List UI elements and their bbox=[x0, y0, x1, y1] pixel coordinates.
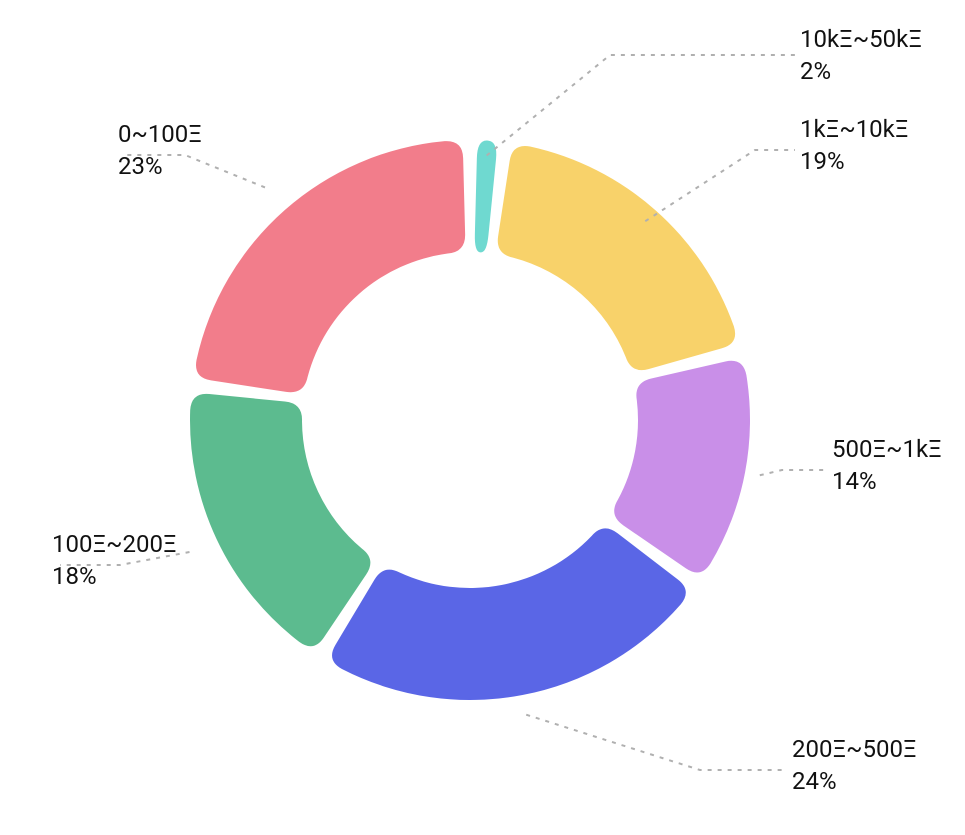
slice-label: 500Ξ~1kΞ bbox=[832, 435, 942, 463]
slice-label: 100Ξ~200Ξ bbox=[52, 530, 177, 558]
slice-label: 10kΞ~50kΞ bbox=[800, 25, 922, 53]
slice-percent: 14% bbox=[832, 467, 877, 495]
slice-percent: 24% bbox=[792, 767, 837, 795]
slice-label: 200Ξ~500Ξ bbox=[792, 735, 917, 763]
slice-label: 0~100Ξ bbox=[118, 120, 202, 148]
slice-label: 1kΞ~10kΞ bbox=[800, 115, 909, 143]
slice-percent: 18% bbox=[52, 562, 97, 590]
donut-chart: 10kΞ~50kΞ 2% 1kΞ~10kΞ 19% 500Ξ~1kΞ 14% 200Ξ~50… bbox=[0, 0, 965, 835]
slice-percent: 23% bbox=[118, 152, 163, 180]
slice-percent: 2% bbox=[800, 57, 831, 85]
slice-percent: 19% bbox=[800, 147, 845, 175]
